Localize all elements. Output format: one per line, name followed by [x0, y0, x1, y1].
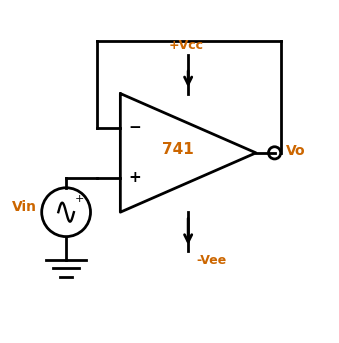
Text: +: +: [75, 194, 84, 204]
Text: +Vcc: +Vcc: [169, 39, 204, 52]
Text: 741: 741: [162, 142, 194, 157]
Text: -Vee: -Vee: [197, 254, 227, 267]
Text: Vin: Vin: [12, 200, 37, 214]
Text: −: −: [129, 120, 142, 135]
Text: +: +: [129, 169, 142, 185]
Text: Vo: Vo: [286, 144, 305, 158]
